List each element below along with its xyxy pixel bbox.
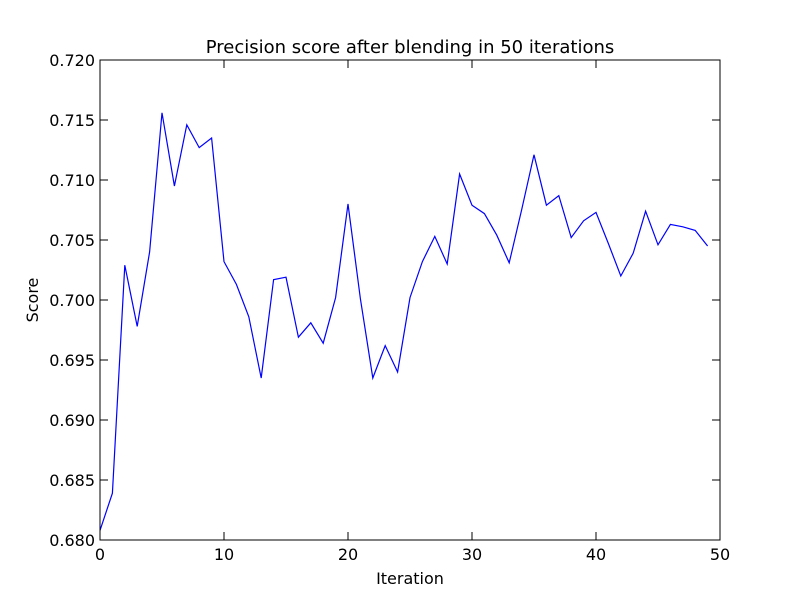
y-tick-label: 0.695 bbox=[49, 351, 95, 370]
y-tick-label: 0.685 bbox=[49, 471, 95, 490]
x-tick-label: 10 bbox=[214, 545, 234, 564]
y-tick-label: 0.710 bbox=[49, 171, 95, 190]
y-tick-label: 0.720 bbox=[49, 51, 95, 70]
x-tick-label: 40 bbox=[586, 545, 606, 564]
x-tick-label: 30 bbox=[462, 545, 482, 564]
x-tick-label: 50 bbox=[710, 545, 730, 564]
y-tick-label: 0.705 bbox=[49, 231, 95, 250]
y-axis-label: Score bbox=[23, 278, 42, 323]
y-tick-label: 0.680 bbox=[49, 531, 95, 550]
plot-frame bbox=[99, 59, 721, 541]
y-tick-label: 0.700 bbox=[49, 291, 95, 310]
axis-tick-labels: 0 10 20 30 40 50 0.680 0.685 0.690 0.695 0.700 0.70… bbox=[49, 51, 730, 564]
y-tick-label: 0.690 bbox=[49, 411, 95, 430]
x-tick-label: 0 bbox=[95, 545, 105, 564]
y-tick-label: 0.715 bbox=[49, 111, 95, 130]
chart-title: Precision score after blending in 50 ite… bbox=[206, 37, 615, 58]
x-axis-label: Iteration bbox=[376, 569, 444, 588]
series-line bbox=[99, 112, 709, 531]
x-tick-label: 20 bbox=[338, 545, 358, 564]
